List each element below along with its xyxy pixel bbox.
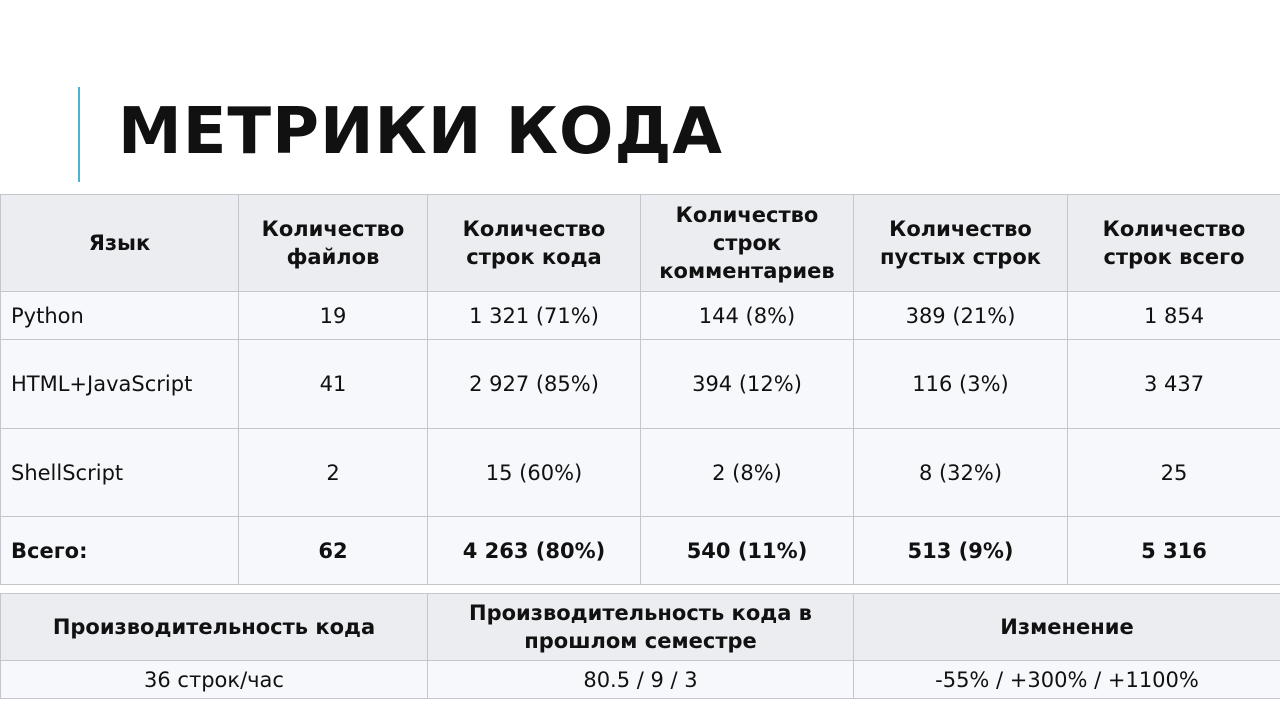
cell-blank: 389 (21%) [853,291,1068,340]
cell-language: Python [0,291,239,340]
table-row: Python 19 1 321 (71%) 144 (8%) 389 (21%)… [0,291,1280,340]
totals-label: Всего: [0,516,239,585]
table-row: ShellScript 2 15 (60%) 2 (8%) 8 (32%) 25 [0,428,1280,517]
metrics-table: Язык Количество файлов Количество строк … [0,194,1280,585]
totals-row: Всего: 62 4 263 (80%) 540 (11%) 513 (9%)… [0,516,1280,585]
cell-comments: 394 (12%) [640,339,854,429]
metrics-header-row: Язык Количество файлов Количество строк … [0,194,1280,292]
cell-code: 1 321 (71%) [427,291,641,340]
cell-blank: 116 (3%) [853,339,1068,429]
header-change: Изменение [853,593,1280,661]
change-value: -55% / +300% / +1100% [853,660,1280,699]
table-row: HTML+JavaScript 41 2 927 (85%) 394 (12%)… [0,339,1280,429]
totals-code: 4 263 (80%) [427,516,641,585]
cell-comments: 144 (8%) [640,291,854,340]
cell-language: ShellScript [0,428,239,517]
productivity-value: 36 строк/час [0,660,428,699]
header-total-lines: Количество строк всего [1067,194,1280,292]
totals-comments: 540 (11%) [640,516,854,585]
cell-code: 2 927 (85%) [427,339,641,429]
cell-total: 3 437 [1067,339,1280,429]
totals-blank: 513 (9%) [853,516,1068,585]
cell-comments: 2 (8%) [640,428,854,517]
cell-files: 41 [238,339,428,429]
header-files: Количество файлов [238,194,428,292]
header-comment-lines: Количество строк комментариев [640,194,854,292]
productivity-table: Производительность кода Производительнос… [0,593,1280,699]
header-code-lines: Количество строк кода [427,194,641,292]
header-previous-productivity: Производительность кода в прошлом семест… [427,593,854,661]
totals-total: 5 316 [1067,516,1280,585]
totals-files: 62 [238,516,428,585]
cell-blank: 8 (32%) [853,428,1068,517]
previous-productivity-value: 80.5 / 9 / 3 [427,660,854,699]
cell-total: 1 854 [1067,291,1280,340]
header-productivity: Производительность кода [0,593,428,661]
productivity-values-row: 36 строк/час 80.5 / 9 / 3 -55% / +300% /… [0,660,1280,699]
header-language: Язык [0,194,239,292]
title-accent-line [78,87,80,182]
cell-code: 15 (60%) [427,428,641,517]
cell-files: 19 [238,291,428,340]
cell-total: 25 [1067,428,1280,517]
cell-files: 2 [238,428,428,517]
slide-title: МЕТРИКИ КОДА [118,95,723,169]
productivity-header-row: Производительность кода Производительнос… [0,593,1280,661]
header-blank-lines: Количество пустых строк [853,194,1068,292]
cell-language: HTML+JavaScript [0,339,239,429]
